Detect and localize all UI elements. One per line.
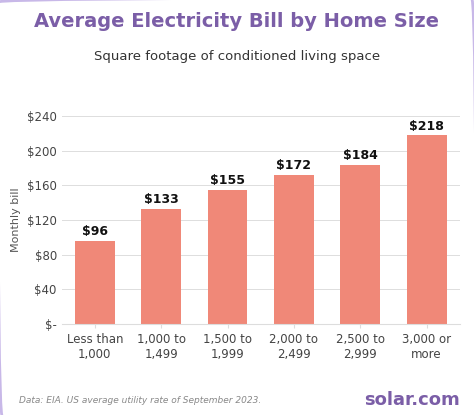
Text: $96: $96 bbox=[82, 225, 108, 238]
Text: $172: $172 bbox=[276, 159, 311, 172]
Text: $133: $133 bbox=[144, 193, 179, 206]
Text: Square footage of conditioned living space: Square footage of conditioned living spa… bbox=[94, 50, 380, 63]
Y-axis label: Monthly bill: Monthly bill bbox=[11, 188, 21, 252]
Text: $155: $155 bbox=[210, 174, 245, 187]
Bar bbox=[407, 135, 447, 324]
Text: solar.com: solar.com bbox=[364, 391, 460, 409]
Bar bbox=[208, 190, 247, 324]
Text: $184: $184 bbox=[343, 149, 378, 162]
Bar bbox=[274, 175, 314, 324]
Bar bbox=[340, 165, 380, 324]
Bar bbox=[75, 241, 115, 324]
Text: Data: EIA. US average utility rate of September 2023.: Data: EIA. US average utility rate of Se… bbox=[19, 395, 261, 405]
Text: Average Electricity Bill by Home Size: Average Electricity Bill by Home Size bbox=[35, 12, 439, 32]
Bar bbox=[141, 209, 181, 324]
Text: $218: $218 bbox=[409, 120, 444, 133]
